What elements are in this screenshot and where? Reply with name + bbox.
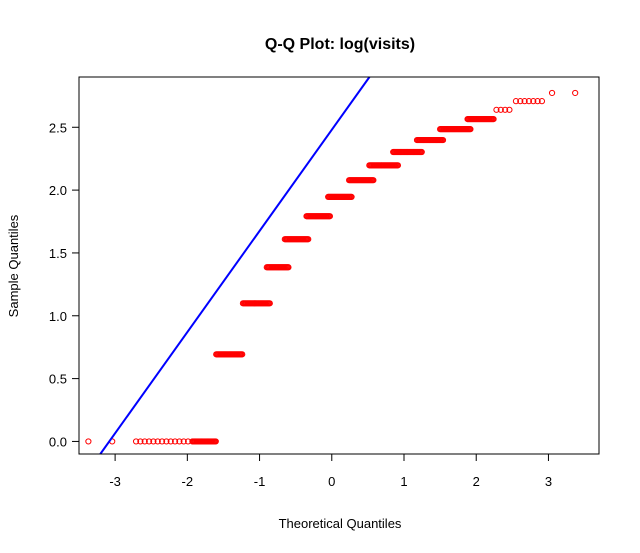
y-tick-label: 2.0 xyxy=(49,183,67,198)
data-point xyxy=(497,106,504,113)
data-point xyxy=(538,98,546,105)
data-point xyxy=(467,126,474,133)
data-point xyxy=(530,98,537,105)
data-point xyxy=(517,98,524,105)
x-axis: -3 -2 -1 0 1 2 3 xyxy=(109,454,552,489)
data-point xyxy=(502,106,509,113)
data-point xyxy=(85,438,92,445)
reference-line xyxy=(99,76,371,455)
data-point xyxy=(145,438,153,445)
data-point xyxy=(348,193,355,200)
data-point xyxy=(137,438,144,445)
y-tick-label: 2.5 xyxy=(49,120,67,135)
data-point xyxy=(370,177,377,184)
data-point xyxy=(394,162,402,169)
data-point xyxy=(154,438,161,445)
data-point xyxy=(548,89,556,97)
x-tick-label: -3 xyxy=(109,474,121,489)
data-point xyxy=(176,438,183,445)
x-tick-label: 0 xyxy=(328,474,335,489)
data-point xyxy=(525,98,533,105)
data-point xyxy=(158,438,166,445)
data-point xyxy=(132,438,140,445)
y-tick-label: 1.0 xyxy=(49,309,67,324)
x-tick-label: -1 xyxy=(254,474,266,489)
plot-frame xyxy=(78,76,600,455)
x-tick-label: 2 xyxy=(473,474,480,489)
data-point xyxy=(180,438,187,445)
y-tick-label: 0.0 xyxy=(49,434,67,449)
data-point xyxy=(167,438,174,445)
x-tick-label: 3 xyxy=(545,474,552,489)
data-point xyxy=(150,438,157,445)
data-point xyxy=(326,213,333,220)
data-points xyxy=(85,89,579,445)
data-point xyxy=(239,351,246,358)
data-point xyxy=(521,98,528,105)
data-point xyxy=(285,264,292,271)
x-tick-label: 1 xyxy=(400,474,407,489)
data-point xyxy=(506,106,513,113)
data-point xyxy=(493,106,500,113)
data-point xyxy=(534,98,541,105)
y-axis: 0.0 0.5 1.0 1.5 2.0 2.5 xyxy=(49,120,79,449)
x-tick-label: -2 xyxy=(182,474,194,489)
chart-title: Q-Q Plot: log(visits) xyxy=(265,36,415,53)
y-tick-label: 0.5 xyxy=(49,372,67,387)
data-point xyxy=(141,438,148,445)
data-point xyxy=(439,136,447,144)
data-point xyxy=(171,438,179,445)
y-axis-label: Sample Quantiles xyxy=(6,214,21,317)
data-point xyxy=(212,438,219,445)
data-point xyxy=(266,300,273,307)
data-point xyxy=(512,98,520,105)
y-tick-label: 1.5 xyxy=(49,246,67,261)
data-point xyxy=(305,236,312,243)
data-point xyxy=(163,438,170,445)
data-point xyxy=(490,116,497,123)
reference-line-group xyxy=(99,76,371,455)
data-point xyxy=(418,148,425,156)
x-axis-label: Theoretical Quantiles xyxy=(279,516,402,531)
data-point xyxy=(572,89,579,97)
